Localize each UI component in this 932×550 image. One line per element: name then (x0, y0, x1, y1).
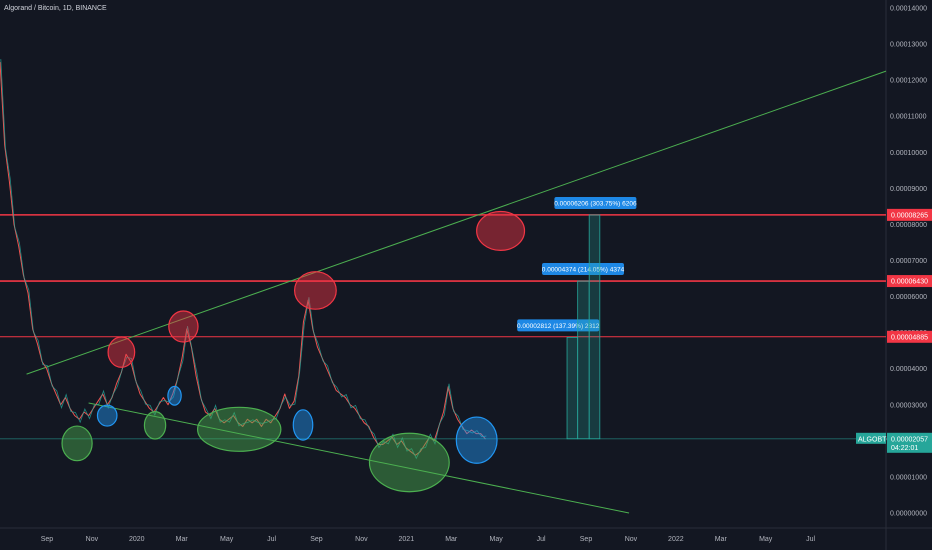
x-tick-label: Jul (537, 536, 546, 543)
x-tick-label: Nov (86, 536, 99, 543)
measure-label-bg (517, 319, 600, 332)
annotation-ellipse[interactable] (167, 385, 182, 406)
current-price-label: 0.00002057 (891, 436, 928, 443)
x-tick-label: May (490, 536, 504, 543)
x-tick-label: 2021 (399, 536, 415, 543)
annotation-ellipse[interactable] (168, 310, 199, 343)
y-tick-label: 0.00007000 (890, 258, 927, 265)
x-tick-label: Mar (715, 536, 728, 543)
y-tick-label: 0.00008000 (890, 222, 927, 229)
trend-line[interactable] (88, 402, 630, 514)
price-series-wicks (0, 59, 487, 460)
x-tick-label: Mar (176, 536, 189, 543)
y-tick-label: 0.00001000 (890, 474, 927, 481)
y-tick-label: 0.00010000 (890, 150, 927, 157)
y-tick-label: 0.00003000 (890, 402, 927, 409)
annotation-ellipse[interactable] (107, 336, 136, 368)
y-tick-label: 0.00014000 (890, 6, 927, 13)
y-tick-label: 0.00000000 (890, 511, 927, 518)
measure-range-box[interactable] (588, 214, 601, 440)
level-price-label: 0.00004885 (891, 334, 928, 341)
y-tick-label: 0.00012000 (890, 78, 927, 85)
current-price-tag-bg (887, 432, 932, 453)
x-tick-label: 2020 (129, 536, 145, 543)
trend-line[interactable] (26, 70, 887, 375)
y-tick-label: 0.00004000 (890, 366, 927, 373)
annotation-ellipse[interactable] (61, 425, 93, 462)
symbol-tag: ALGOBTC (858, 436, 891, 443)
measure-label: 0.00004374 (214.05%) 4374 (542, 267, 625, 274)
measure-label-bg (554, 196, 637, 209)
annotation-ellipse[interactable] (455, 416, 498, 464)
level-price-tag (887, 208, 932, 221)
measure-range-box[interactable] (577, 280, 590, 440)
x-tick-label: May (759, 536, 773, 543)
x-tick-label: May (220, 536, 234, 543)
countdown-label: 04:22:01 (891, 445, 918, 452)
x-tick-label: Jul (806, 536, 815, 543)
level-price-label: 0.00006430 (891, 279, 928, 286)
y-tick-label: 0.00013000 (890, 42, 927, 49)
annotation-ellipse[interactable] (196, 406, 282, 452)
y-tick-label: 0.00011000 (890, 114, 927, 121)
y-tick-label: 0.00009000 (890, 186, 927, 193)
measure-range-box[interactable] (566, 336, 579, 440)
annotation-ellipse[interactable] (293, 271, 337, 310)
x-tick-label: Nov (355, 536, 368, 543)
annotation-ellipse[interactable] (143, 411, 167, 440)
level-price-label: 0.00008265 (891, 212, 928, 219)
level-price-tag (887, 330, 932, 343)
x-tick-label: 2022 (668, 536, 684, 543)
x-tick-label: Mar (445, 536, 458, 543)
price-series-line (0, 62, 486, 456)
x-tick-label: Sep (310, 536, 323, 543)
symbol-tag-bg (856, 432, 886, 444)
measure-label: 0.00006206 (303.75%) 6206 (554, 200, 637, 207)
annotation-ellipse[interactable] (476, 210, 526, 251)
annotation-ellipse[interactable] (292, 409, 314, 441)
y-tick-label: 0.00006000 (890, 294, 927, 301)
level-price-tag (887, 275, 932, 288)
chart-title: Algorand / Bitcoin, 1D, BINANCE (4, 5, 107, 12)
measure-label: 0.00002812 (137.39%) 2812 (517, 323, 600, 330)
x-tick-label: Sep (580, 536, 593, 543)
x-tick-label: Jul (267, 536, 276, 543)
measure-label-bg (541, 263, 624, 276)
x-tick-label: Sep (41, 536, 54, 543)
annotation-ellipse[interactable] (368, 432, 450, 493)
annotation-ellipse[interactable] (96, 404, 118, 427)
x-tick-label: Nov (625, 536, 638, 543)
